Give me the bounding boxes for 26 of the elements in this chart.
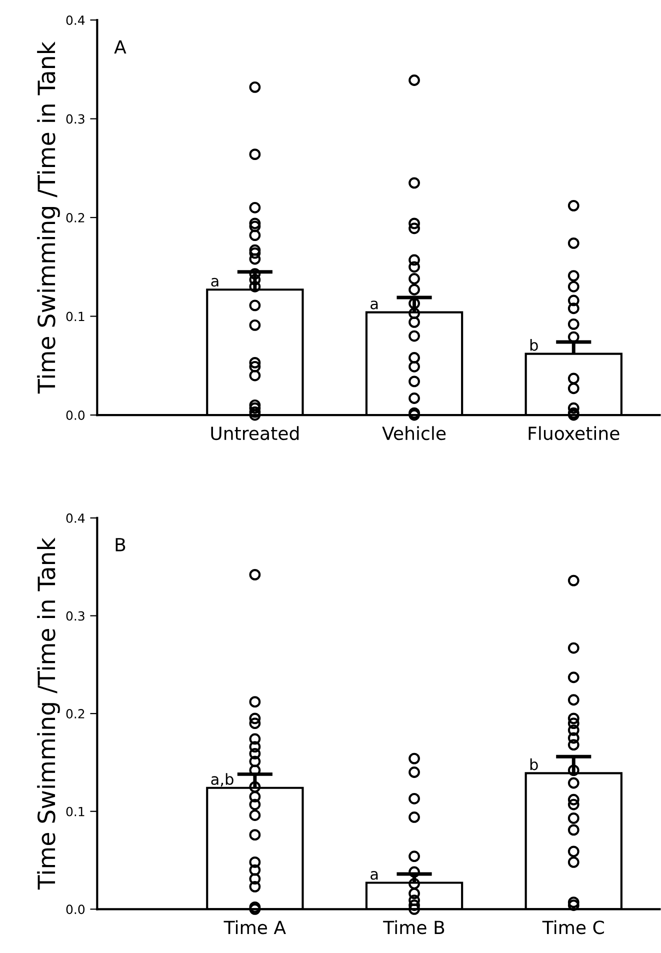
x-tick-label: Time C [542,920,604,934]
y-tick-label: 0.2 [66,709,84,718]
y-tick-label: 0.1 [66,312,84,322]
y-axis-title: Time Swimming /Time in Tank [37,538,60,890]
y-tick-label: 0.0 [66,904,85,914]
annotation: b [530,758,538,770]
x-tick-label: Time B [383,920,444,934]
y-tick-label: 0.3 [66,611,84,621]
annotation: B [116,538,126,552]
annotation: a,b [211,773,234,786]
y-tick-label: 0.2 [66,212,84,222]
annotation: A [114,40,126,54]
y-tick-label: 0.1 [66,806,84,816]
annotation: a [370,871,378,880]
x-tick-label: Time A [224,920,286,934]
annotation: b [530,339,538,351]
annotation: a [211,278,218,287]
y-tick-label: 0.4 [66,15,85,25]
x-tick-label: Fluoxetine [528,426,620,440]
annotation: a [370,300,378,310]
y-tick-label: 0.4 [66,513,85,523]
y-tick-label: 0.0 [66,410,85,420]
x-tick-label: Untreated [211,426,299,440]
x-tick-label: Vehicle [382,426,446,440]
y-axis-title: Time Swimming /Time in Tank [37,42,60,394]
y-tick-label: 0.3 [66,114,84,124]
